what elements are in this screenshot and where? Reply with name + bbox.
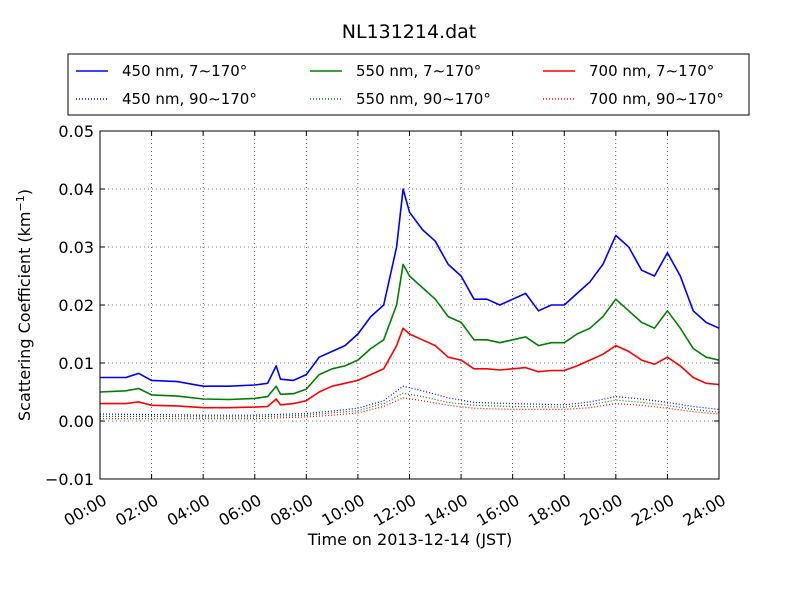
y-tick-label: 0.04	[58, 180, 94, 199]
y-axis-label-exponent: −1	[14, 195, 27, 211]
x-axis-label: Time on 2013-12-14 (JST)	[307, 530, 512, 549]
y-tick-label: −0.01	[45, 470, 94, 489]
y-tick-label: 0.03	[58, 238, 94, 257]
y-axis-label-group: Scattering Coefficient (km−1)	[14, 189, 34, 421]
y-tick-label: 0.01	[58, 354, 94, 373]
legend-label: 700 nm, 90∼170°	[589, 90, 724, 108]
data-series	[99, 188, 720, 420]
legend-label: 450 nm, 7∼170°	[122, 62, 247, 80]
y-tick-label: 0.02	[58, 296, 94, 315]
legend-label: 550 nm, 90∼170°	[356, 90, 491, 108]
y-axis-label-close: )	[15, 189, 34, 195]
chart-title: NL131214.dat	[342, 21, 477, 43]
legend-label: 550 nm, 7∼170°	[356, 62, 481, 80]
y-tick-label: 0.00	[58, 412, 94, 431]
series-line	[99, 385, 720, 416]
series-line	[99, 263, 720, 401]
legend-label: 450 nm, 90∼170°	[122, 90, 257, 108]
legend: 450 nm, 7∼170° 550 nm, 7∼170° 700 nm, 7∼17…	[67, 53, 750, 116]
series-line	[100, 188, 720, 387]
series-line	[100, 327, 720, 409]
series-line	[100, 392, 720, 418]
y-axis-label-main: Scattering Coefficient (km	[15, 211, 34, 421]
legend-label: 700 nm, 7∼170°	[589, 62, 714, 80]
y-axis-label: Scattering Coefficient (km−1)	[14, 189, 34, 421]
y-tick-label: 0.05	[58, 122, 94, 141]
legend-box	[67, 53, 750, 116]
